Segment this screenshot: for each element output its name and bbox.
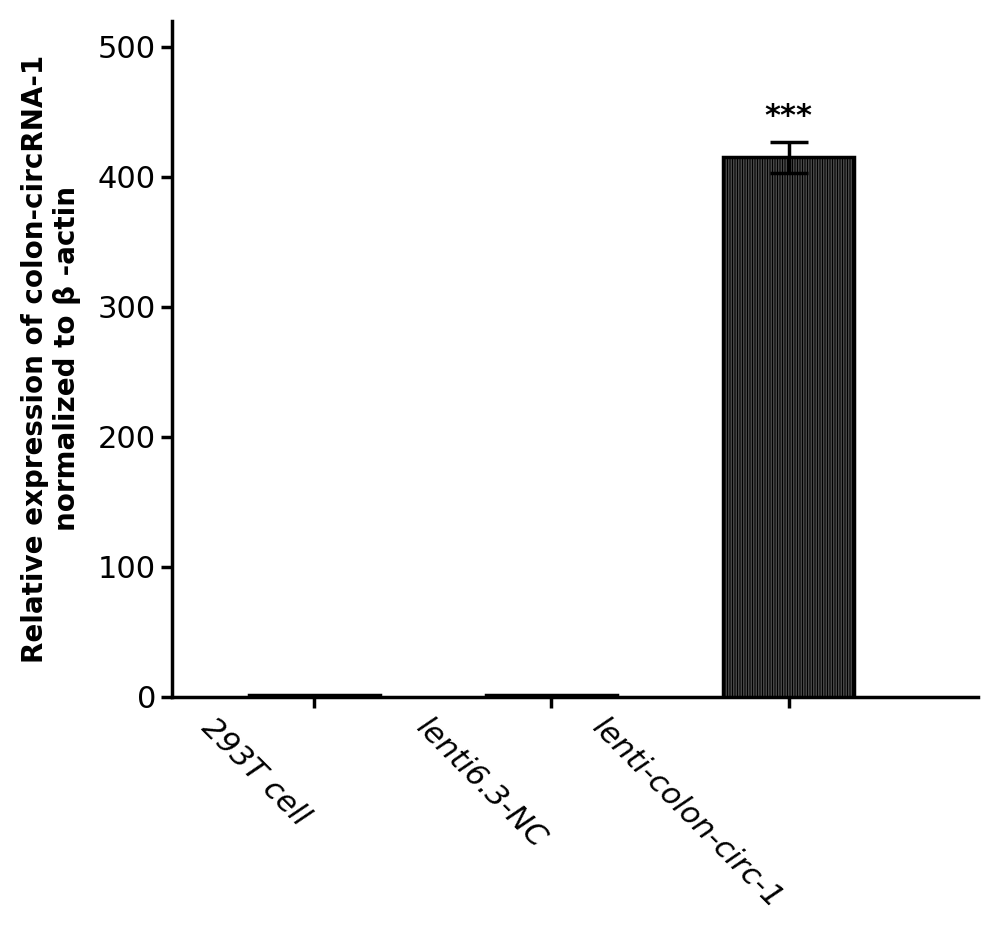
Bar: [487, 695, 616, 697]
Bar: [723, 157, 854, 697]
Y-axis label: Relative expression of colon-circRNA-1
normalized to β -actin: Relative expression of colon-circRNA-1 n…: [21, 55, 81, 663]
Bar: [249, 696, 380, 697]
Text: ***: ***: [764, 102, 812, 131]
